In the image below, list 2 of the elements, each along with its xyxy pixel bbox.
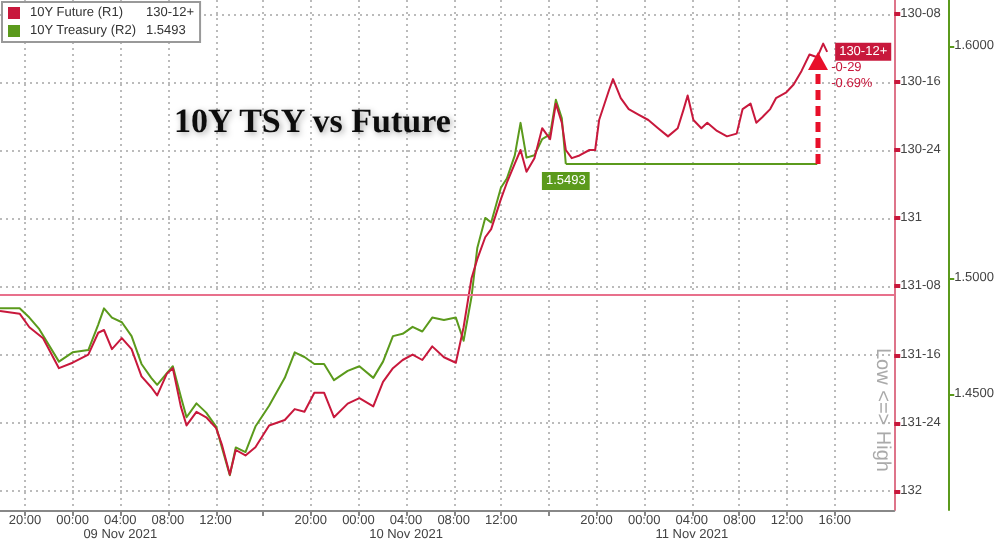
- annotation: Low <=> High: [871, 348, 894, 472]
- text: 10Y TSY vs Future: [174, 102, 452, 140]
